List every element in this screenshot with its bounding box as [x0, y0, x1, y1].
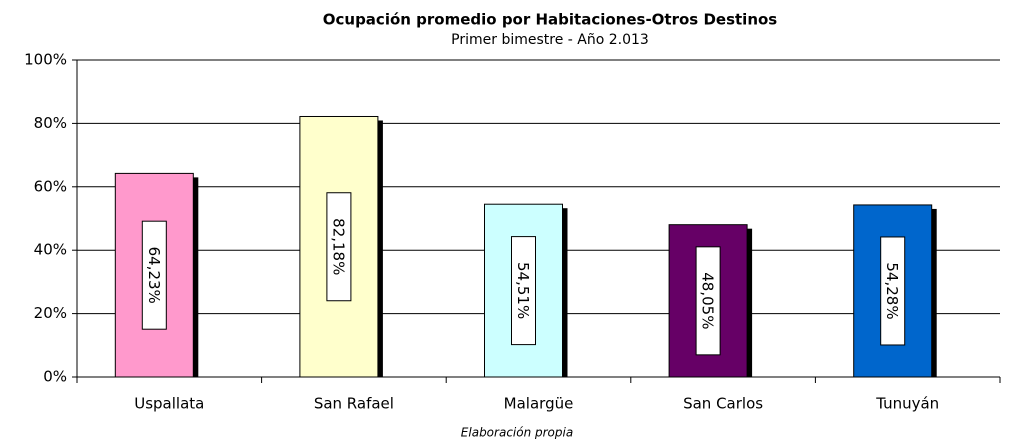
value-label-box [511, 236, 536, 346]
chart-subtitle: Primer bimestre - Año 2.013 [451, 32, 649, 48]
value-label-text: 48,05% [699, 272, 717, 329]
value-label-box [880, 236, 906, 346]
value-label-box [141, 220, 167, 330]
x-tick-label: Malargüe [504, 395, 574, 413]
y-tick-label: 60% [34, 177, 67, 195]
value-label: 54,28% [880, 236, 906, 346]
y-tick-label: 80% [34, 114, 67, 132]
x-tick-label: San Carlos [683, 395, 763, 413]
value-label-text: 82,18% [329, 218, 347, 275]
y-tick-label: 100% [24, 51, 67, 69]
value-label-box [326, 192, 352, 302]
y-tick-label: 40% [34, 241, 67, 259]
value-label-box [695, 246, 721, 356]
value-label: 64,23% [141, 220, 167, 330]
x-tick-label: Tunuyán [875, 395, 939, 413]
y-tick-label: 0% [43, 368, 67, 386]
value-label: 54,51% [511, 236, 536, 346]
value-label: 48,05% [695, 246, 721, 356]
value-label-text: 64,23% [145, 247, 163, 304]
chart-caption: Elaboración propia [461, 426, 573, 440]
value-label: 82,18% [326, 192, 352, 302]
x-tick-label: Uspallata [134, 395, 204, 413]
y-tick-label: 20% [34, 304, 67, 322]
chart-title: Ocupación promedio por Habitaciones-Otro… [323, 11, 778, 29]
value-label-text: 54,51% [514, 262, 532, 319]
x-tick-label: San Rafael [314, 395, 394, 413]
value-label-text: 54,28% [883, 262, 901, 319]
